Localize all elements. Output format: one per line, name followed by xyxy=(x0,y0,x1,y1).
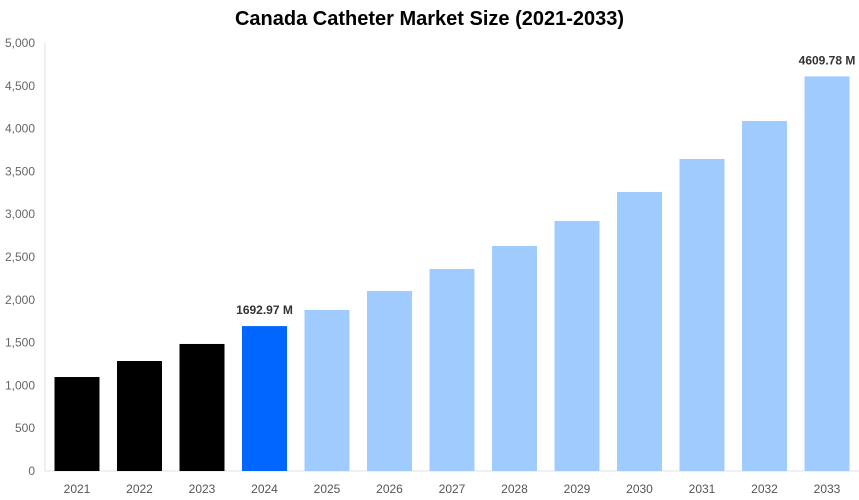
x-tick-label: 2027 xyxy=(439,482,466,496)
bar-2025 xyxy=(304,309,350,471)
bar-2033 xyxy=(804,76,850,471)
bar-2021 xyxy=(54,377,100,471)
bar-2027 xyxy=(429,268,475,471)
x-tick-label: 2028 xyxy=(501,482,528,496)
bar-2026 xyxy=(367,290,412,471)
x-tick-label: 2024 xyxy=(251,482,278,496)
x-tick-label: 2033 xyxy=(814,482,841,496)
y-tick-label: 500 xyxy=(15,421,35,435)
chart-title: Canada Catheter Market Size (2021-2033) xyxy=(234,8,625,30)
bar-2031 xyxy=(679,158,725,471)
bar-2029 xyxy=(554,220,600,471)
y-tick-label: 3,000 xyxy=(5,207,35,221)
y-tick-label: 2,500 xyxy=(5,250,35,264)
x-tick-label: 2025 xyxy=(314,482,341,496)
y-tick-label: 1,000 xyxy=(5,378,35,392)
y-tick-label: 3,500 xyxy=(5,164,35,178)
x-tick-label: 2021 xyxy=(64,482,91,496)
bar-2032 xyxy=(742,120,787,471)
y-tick-label: 0 xyxy=(28,464,35,478)
data-label: 1692.97 M xyxy=(236,303,293,317)
bar-2028 xyxy=(492,245,537,471)
y-tick-label: 4,000 xyxy=(5,122,35,136)
x-tick-label: 2026 xyxy=(376,482,403,496)
bar-2024 xyxy=(242,326,287,471)
y-tick-label: 1,500 xyxy=(5,336,35,350)
y-tick-label: 5,000 xyxy=(5,36,35,50)
data-label: 4609.78 M xyxy=(799,53,856,67)
x-tick-label: 2022 xyxy=(126,482,153,496)
x-tick-label: 2030 xyxy=(626,482,653,496)
y-tick-label: 2,000 xyxy=(5,293,35,307)
y-tick-label: 4,500 xyxy=(5,79,35,93)
bar-2030 xyxy=(617,192,662,471)
x-tick-label: 2023 xyxy=(189,482,216,496)
x-tick-label: 2029 xyxy=(564,482,591,496)
x-tick-label: 2032 xyxy=(751,482,778,496)
bar-2022 xyxy=(117,361,162,471)
x-tick-label: 2031 xyxy=(689,482,716,496)
bar-2023 xyxy=(179,343,225,471)
